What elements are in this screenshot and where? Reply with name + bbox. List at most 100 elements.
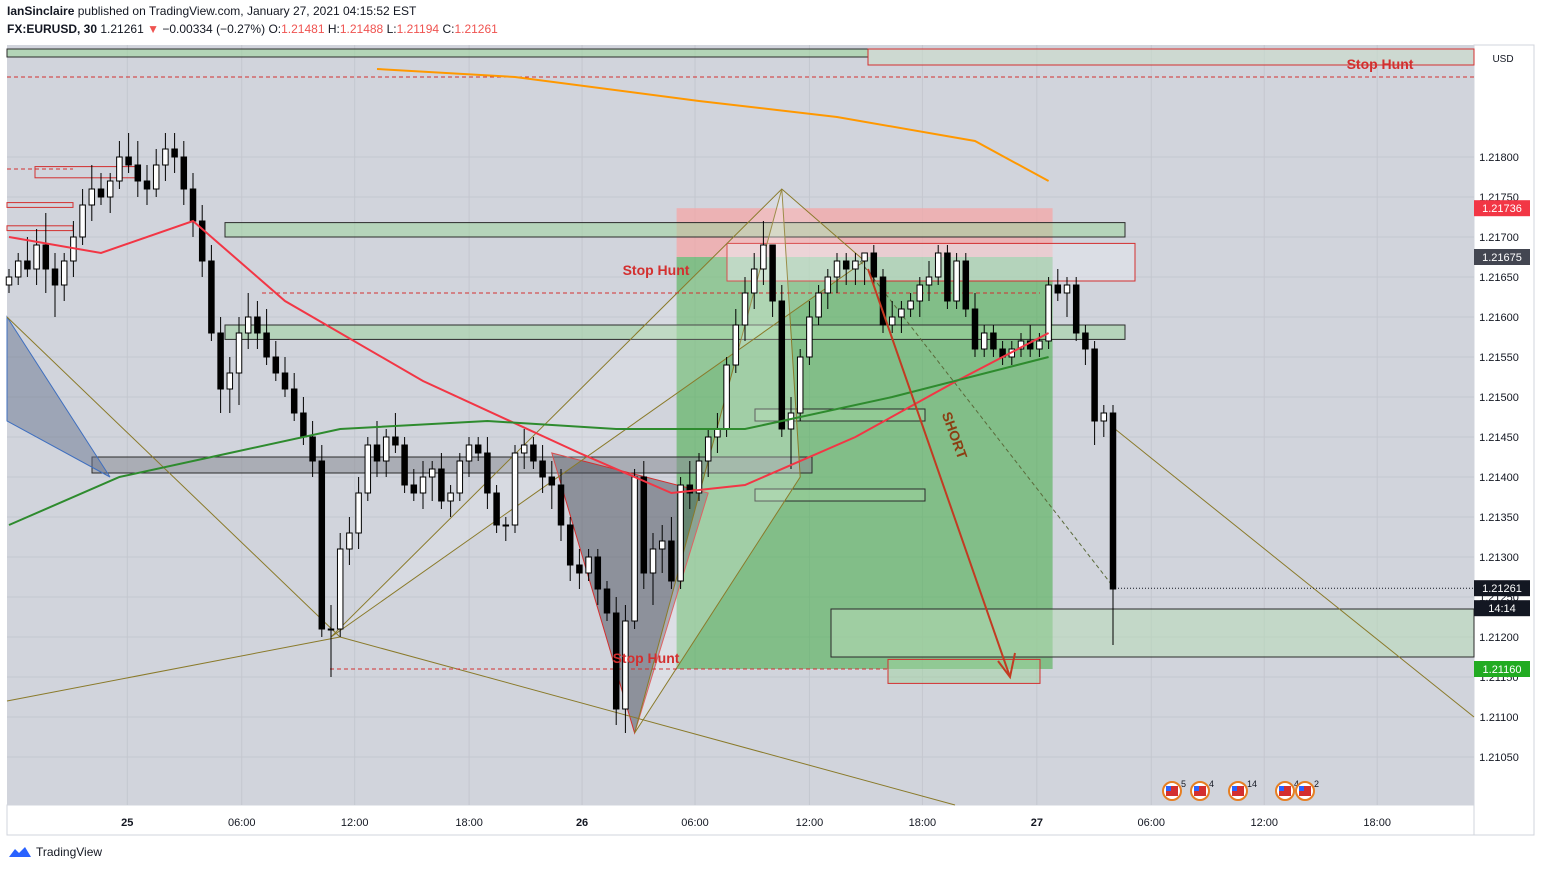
candle-body [723,364,730,430]
candle-body [594,556,602,590]
candle-body [364,444,372,494]
candle-body [346,532,353,550]
candle-body [695,460,703,494]
y-tick-label: 1.21300 [1479,552,1519,564]
candle-body [410,484,418,494]
candle-body [217,332,224,390]
candle-body [787,412,795,430]
candle-body [658,540,666,550]
price-tag [1474,580,1530,597]
symbol-label[interactable]: FX:EURUSD, 30 [7,22,98,36]
candle-body [493,492,500,526]
candle-body [1082,332,1089,350]
candle-body [907,300,914,310]
y-tick-label: 1.21800 [1479,152,1519,164]
zone-box [6,48,869,58]
candle-body [741,292,749,326]
candle-body [208,260,215,334]
candle-body [116,156,123,182]
candle-body [474,444,482,454]
candle-body [704,436,712,462]
candle-body [143,180,151,190]
candle-body [1063,284,1071,294]
candle-body [732,324,740,366]
candle-body [539,460,546,478]
y-tick-label: 1.21500 [1479,392,1519,404]
price-tag [1474,249,1530,265]
price-tag-label: 1.21736 [1482,203,1522,215]
candle-body [796,356,804,414]
candle-body [438,468,445,502]
candle-body [327,628,335,631]
candle-body [60,260,68,286]
drawings [6,48,1475,806]
trend-line [6,316,341,638]
candle-body [530,444,537,462]
x-tick-label: 12:00 [341,817,369,829]
candle-body [852,260,859,270]
flag-stripes [1232,786,1244,796]
tradingview-logo-icon [9,847,31,857]
candle-body [51,268,59,286]
candle-body [1072,284,1080,334]
candle-body [318,460,326,630]
candle-body [953,260,960,302]
candle-body [309,436,316,462]
candle-body [824,276,832,294]
stop-hunt-label: Stop Hunt [1347,56,1414,72]
event-count: 14 [1247,779,1257,789]
candle-body [456,460,464,494]
zone-box [867,48,1475,66]
y-tick-label: 1.21600 [1479,312,1519,324]
candle-body [815,292,822,318]
candle-body [5,276,13,286]
x-tick-label: 12:00 [1250,817,1278,829]
candle-body [1045,284,1052,342]
candle-body [502,524,510,527]
candle-body [520,444,528,454]
zone-box [224,222,1126,238]
candle-body [888,316,896,326]
candle-body [1036,340,1043,350]
candle-body [401,444,408,486]
candle-body [631,476,638,622]
candle-body [944,252,951,302]
candle-body [934,252,942,278]
candle-body [244,316,252,334]
candle-body [612,612,620,710]
candle-body [336,548,344,630]
candle-body [14,260,22,278]
candle-body [162,148,169,166]
candle-body [1091,348,1098,422]
candle-body [1100,412,1108,422]
candle-body [125,156,132,166]
candle-body [557,484,565,526]
axes: 1.210501.211001.211501.212001.212501.213… [121,152,1530,829]
candle-body [465,444,473,462]
candle-body [33,244,40,270]
candle-body [622,620,629,710]
stop-hunt-label: Stop Hunt [623,262,690,278]
change-value: −0.00334 (−0.27%) [162,22,266,36]
published-text: published on TradingView.com, January 27… [77,4,417,18]
candle-body [42,244,50,270]
price-tag-label: 14:14 [1488,603,1516,615]
high-label: H: [327,22,340,36]
flag-canton [1232,786,1237,791]
zone-box [726,242,1136,282]
candle-body [750,268,758,294]
zone-box [754,488,926,502]
x-tick-label: 18:00 [1363,817,1391,829]
candle-body [281,372,289,390]
time-axis[interactable] [6,804,1475,836]
y-tick-label: 1.21400 [1479,472,1519,484]
price-axis[interactable] [1473,44,1535,836]
tradingview-footer[interactable]: TradingView [8,845,102,859]
candle-body [566,524,574,566]
trend-line [859,260,1116,590]
zone-box [887,658,1041,684]
author-name[interactable]: IanSinclaire [7,4,75,18]
candle-body [171,148,178,158]
event-count: 4 [1209,779,1214,789]
